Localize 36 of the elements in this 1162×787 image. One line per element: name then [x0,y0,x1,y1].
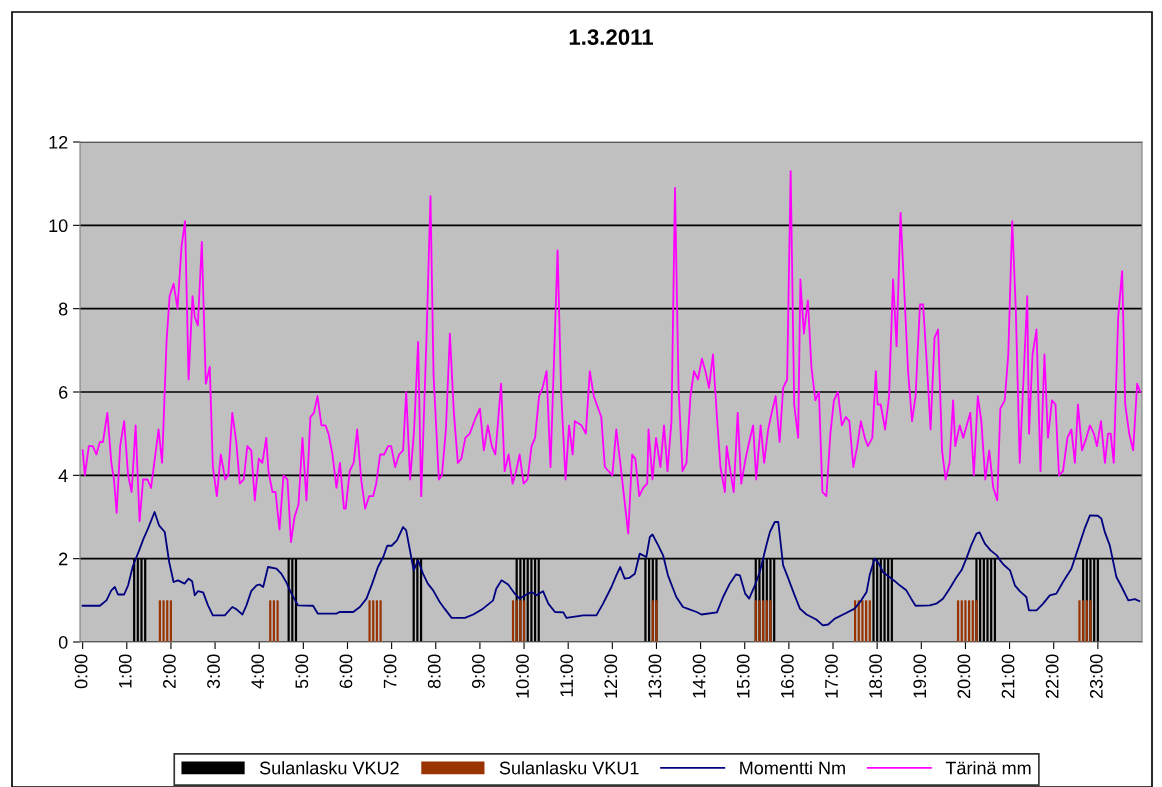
x-tick-label: 10:00 [516,654,529,698]
x-tick-label: 14:00 [692,654,706,698]
x-tick-label: 12:00 [604,654,618,698]
legend-label: Sulanlasku VKU1 [499,761,639,775]
x-tick-label: 18:00 [869,654,883,698]
legend-label: Momentti Nm [740,761,845,775]
x-tick-label: 2:00 [162,654,176,689]
x-tick-label: 9:00 [471,654,485,689]
legend-label: Tärinä mm [945,761,1031,775]
y-tick-label: 8 [58,302,68,316]
y-tick-label: 4 [58,469,68,482]
x-tick-label: 17:00 [825,654,838,698]
x-tick-label: 13:00 [648,654,662,698]
x-tick-label: 5:00 [295,654,309,689]
x-tick-label: 15:00 [736,654,750,698]
x-tick-label: 3:00 [207,654,220,689]
y-tick-label: 6 [59,385,68,399]
x-tick-label: 16:00 [780,654,794,698]
y-tick-label: 0 [58,635,68,649]
y-tick-label: 10 [49,219,68,233]
x-tick-label: 21:00 [1001,654,1015,699]
y-tick-label: 12 [49,135,68,149]
x-tick-label: 0:00 [74,654,88,689]
x-tick-label: 22:00 [1045,654,1059,699]
x-tick-label: 6:00 [339,654,353,689]
y-tick-label: 2 [59,552,68,566]
x-tick-label: 23:00 [1089,654,1103,699]
x-tick-label: 8:00 [427,654,441,689]
x-tick-label: 4:00 [251,654,265,689]
legend-label: Sulanlasku VKU2 [259,761,399,775]
x-tick-label: 20:00 [957,654,971,699]
x-tick-label: 1:00 [118,654,132,688]
x-tick-label: 19:00 [913,654,927,698]
chart-title: 1.3.2011 [569,29,654,46]
x-tick-label: 7:00 [383,654,397,689]
x-tick-label: 11:00 [560,654,574,697]
